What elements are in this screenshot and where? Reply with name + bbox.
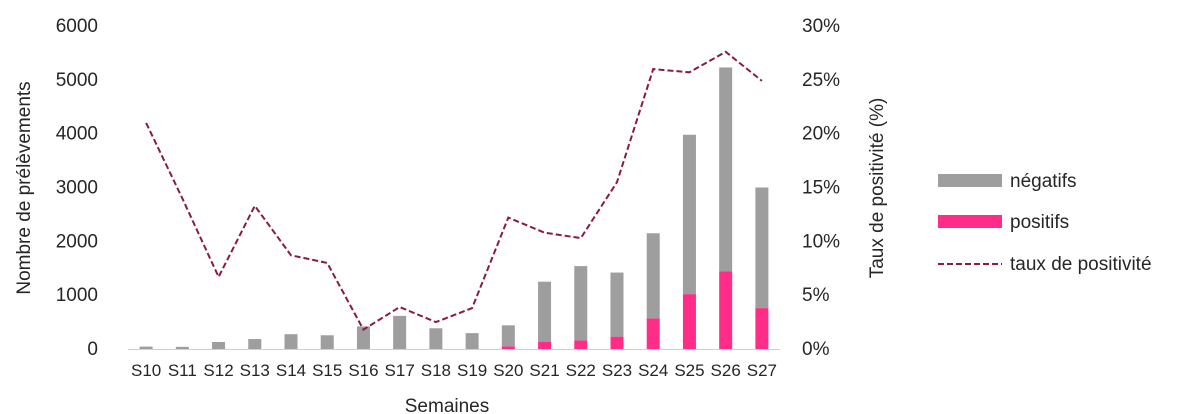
y2-tick-label: 30% <box>802 16 840 37</box>
bar-negatifs <box>501 325 515 347</box>
bar-negatifs <box>429 328 443 349</box>
x-tick-label: S23 <box>602 361 632 380</box>
legend-swatch-negatifs <box>938 174 1002 187</box>
y2-tick-label: 15% <box>802 178 840 199</box>
bar-positifs <box>501 346 515 349</box>
x-axis-ticks: S10 S11 S12 S13 S14 S15 S16 S17 S18 S19 S20 S21 S22 S… <box>131 361 777 380</box>
legend-label-taux: taux de positivité <box>1010 254 1152 275</box>
bar-positifs <box>574 340 588 349</box>
y2-tick-label: 20% <box>802 124 840 145</box>
y-axis-right-ticks: 0% 5% 10% 15% 20% 25% 30% <box>802 16 840 360</box>
bar-negatifs <box>393 315 407 349</box>
x-tick-label: S19 <box>457 361 487 380</box>
x-tick-label: S24 <box>638 361 668 380</box>
y2-tick-label: 25% <box>802 70 840 91</box>
bar-positifs <box>646 318 660 349</box>
bar-positifs <box>719 271 733 349</box>
bar-positifs <box>682 294 696 349</box>
legend: négatifs positifs taux de positivité <box>938 171 1152 275</box>
bar-positifs <box>538 342 552 349</box>
y-tick-label: 4000 <box>56 124 98 145</box>
bar-negatifs <box>356 326 370 349</box>
bar-negatifs <box>175 346 189 349</box>
bar-positifs <box>755 308 769 349</box>
x-tick-label: S15 <box>312 361 342 380</box>
x-tick-label: S27 <box>747 361 777 380</box>
legend-label-positifs: positifs <box>1010 212 1069 233</box>
x-tick-label: S21 <box>529 361 559 380</box>
bar-negatifs <box>574 266 588 341</box>
bar-negatifs <box>682 134 696 295</box>
bar-negatifs <box>248 339 262 349</box>
x-tick-label: S14 <box>276 361 306 380</box>
x-tick-label: S22 <box>566 361 596 380</box>
bar-negatifs <box>465 333 479 349</box>
y2-tick-label: 5% <box>802 285 830 306</box>
x-tick-label: S16 <box>348 361 378 380</box>
bar-negatifs <box>212 342 226 349</box>
x-tick-label: S20 <box>493 361 523 380</box>
bar-negatifs <box>320 335 334 349</box>
y-tick-label: 1000 <box>56 285 98 306</box>
y-tick-label: 6000 <box>56 16 98 37</box>
bar-positifs <box>610 336 624 349</box>
bar-negatifs <box>538 281 552 343</box>
y2-tick-label: 0% <box>802 339 830 360</box>
x-tick-label: S11 <box>168 361 197 380</box>
y-tick-label: 2000 <box>56 231 98 252</box>
bar-negatifs <box>139 346 153 349</box>
bar-negatifs <box>610 272 624 337</box>
y-axis-left-ticks: 0 1000 2000 3000 4000 5000 6000 <box>56 16 98 360</box>
bar-negatifs <box>719 67 733 272</box>
y-tick-label: 5000 <box>56 70 98 91</box>
y2-tick-label: 10% <box>802 231 840 252</box>
x-tick-label: S18 <box>421 361 451 380</box>
x-tick-label: S26 <box>711 361 741 380</box>
x-tick-label: S25 <box>674 361 704 380</box>
bar-negatifs <box>284 334 298 349</box>
x-tick-label: S12 <box>203 361 233 380</box>
y-axis-title: Nombre de prélèvements <box>14 81 35 294</box>
y-tick-label: 3000 <box>56 178 98 199</box>
bar-negatifs <box>755 187 769 309</box>
x-axis-title: Semaines <box>405 396 490 414</box>
bar-negatifs <box>646 233 660 319</box>
legend-label-negatifs: négatifs <box>1010 171 1077 192</box>
positivity-rate-line <box>145 50 763 332</box>
x-tick-label: S17 <box>385 361 415 380</box>
x-tick-label: S10 <box>131 361 161 380</box>
x-tick-label: S13 <box>240 361 270 380</box>
y-tick-label: 0 <box>87 339 98 360</box>
bars <box>139 67 769 349</box>
y2-axis-title: Taux de positivité (%) <box>867 98 888 279</box>
legend-swatch-positifs <box>938 215 1002 228</box>
